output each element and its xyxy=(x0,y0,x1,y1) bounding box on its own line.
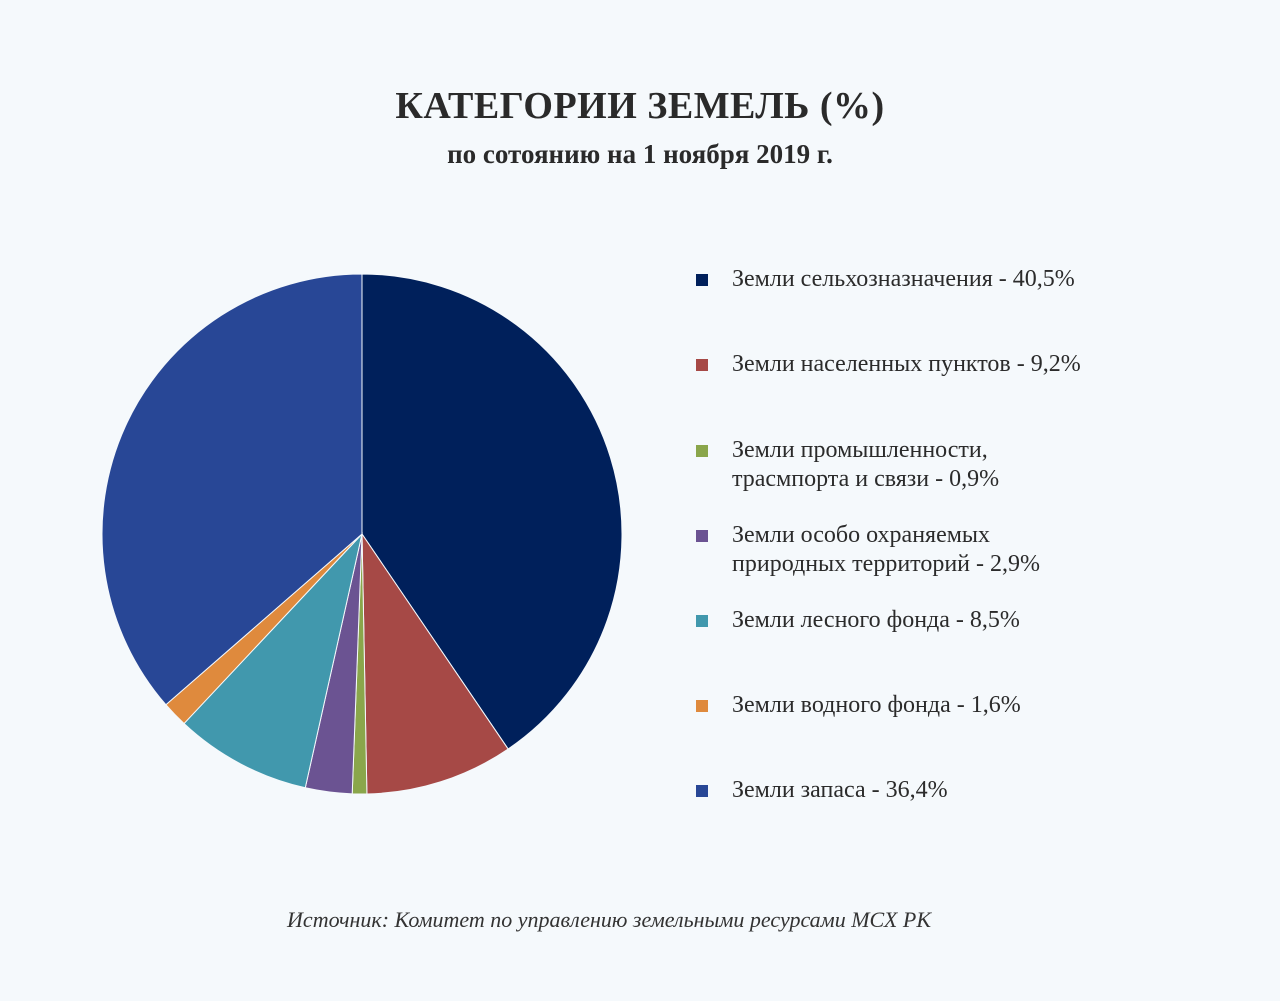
chart-subtitle: по сотоянию на 1 ноября 2019 г. xyxy=(447,139,833,169)
legend-label: Земли водного фонда - 1,6% xyxy=(732,692,1021,718)
legend-swatch xyxy=(696,359,708,371)
legend-label: Земли сельхозназначения - 40,5% xyxy=(732,266,1075,292)
chart-legend: Земли сельхозназначения - 40,5% Земли на… xyxy=(696,0,1256,1001)
legend-item: Земли особо охраняемых природных террито… xyxy=(696,521,1040,579)
legend-swatch xyxy=(696,785,708,797)
pie-slice xyxy=(361,532,509,795)
legend-swatch xyxy=(696,530,708,542)
pie-slice xyxy=(183,532,363,789)
legend-swatch xyxy=(696,700,708,712)
legend-item: Земли сельхозназначения - 40,5% xyxy=(696,265,1075,294)
chart-title: КАТЕГОРИИ ЗЕМЕЛЬ (%) xyxy=(395,85,885,127)
source-note: Источник: Комитет по управлению земельны… xyxy=(287,907,931,932)
legend-label: Земли запаса - 36,4% xyxy=(732,777,948,803)
legend-item: Земли водного фонда - 1,6% xyxy=(696,691,1021,720)
pie-slice xyxy=(101,273,363,706)
legend-label: Земли лесного фонда - 8,5% xyxy=(732,607,1020,633)
legend-item: Земли запаса - 36,4% xyxy=(696,776,948,805)
legend-label: Земли особо охраняемых природных террито… xyxy=(732,522,1041,577)
legend-swatch xyxy=(696,445,708,457)
legend-label: Земли промышленности, трасмпорта и связи… xyxy=(732,437,1000,492)
legend-item: Земли промышленности, трасмпорта и связи… xyxy=(696,436,999,494)
legend-label: Земли населенных пунктов - 9,2% xyxy=(732,351,1081,377)
legend-item: Земли населенных пунктов - 9,2% xyxy=(696,350,1081,379)
legend-item: Земли лесного фонда - 8,5% xyxy=(696,606,1020,635)
legend-swatch xyxy=(696,274,708,286)
pie-slice xyxy=(361,273,623,750)
legend-swatch xyxy=(696,615,708,627)
